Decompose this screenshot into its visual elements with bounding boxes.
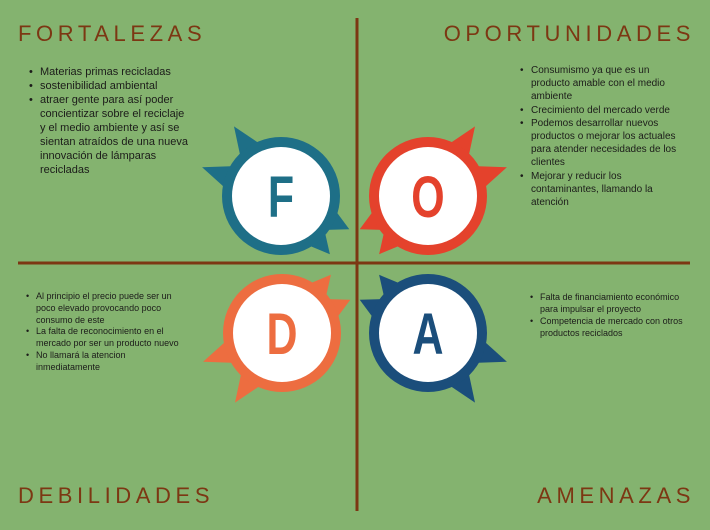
badge-d-disc: [233, 284, 331, 382]
badge-a: A: [359, 274, 507, 403]
oportunidades-item: Consumismo ya que es un producto amable …: [520, 64, 681, 104]
oportunidades-item: Mejorar y reducir los contaminantes, lla…: [520, 170, 681, 210]
badge-o-letter: O: [411, 165, 444, 230]
fortalezas-item: Materias primas recicladas: [29, 65, 191, 79]
badge-d-letter: D: [267, 302, 298, 367]
debilidades-item: Al principio el precio puede ser un poco…: [26, 291, 184, 326]
amenazas-item: Competencia de mercado con otros product…: [530, 315, 690, 339]
fortalezas-item: atraer gente para así poder concientizar…: [29, 93, 191, 177]
badge-f-disc: [232, 147, 330, 245]
amenazas-list: Falta de financiamiento económico para i…: [530, 291, 690, 339]
amenazas-item: Falta de financiamiento económico para i…: [530, 291, 690, 315]
badge-d: D: [203, 274, 351, 403]
debilidades-item: La falta de reconocimiento en el mercado…: [26, 326, 184, 350]
fortalezas-item: sostenibilidad ambiental: [29, 79, 191, 93]
badge-a-letter: A: [413, 302, 444, 367]
fortalezas-title: FORTALEZAS: [18, 21, 207, 46]
debilidades-list: Al principio el precio puede ser un poco…: [26, 291, 184, 374]
oportunidades-title: OPORTUNIDADES: [443, 21, 695, 46]
debilidades-title: DEBILIDADES: [18, 483, 215, 508]
amenazas-title: AMENAZAS: [537, 483, 695, 508]
badge-f-letter: F: [268, 165, 294, 230]
badge-f: F: [202, 126, 350, 255]
horizontal-divider: [18, 261, 690, 265]
badge-o: O: [359, 126, 507, 255]
oportunidades-list: Consumismo ya que es un producto amable …: [520, 64, 681, 210]
debilidades-item: No llamará la atencion inmediatamente: [26, 350, 184, 374]
oportunidades-item: Podemos desarrollar nuevos productos o m…: [520, 117, 681, 170]
badge-o-disc: [379, 147, 477, 245]
oportunidades-item: Crecimiento del mercado verde: [520, 104, 681, 117]
fortalezas-list: Materias primas recicladas sostenibilida…: [29, 65, 191, 177]
badge-a-disc: [379, 284, 477, 382]
